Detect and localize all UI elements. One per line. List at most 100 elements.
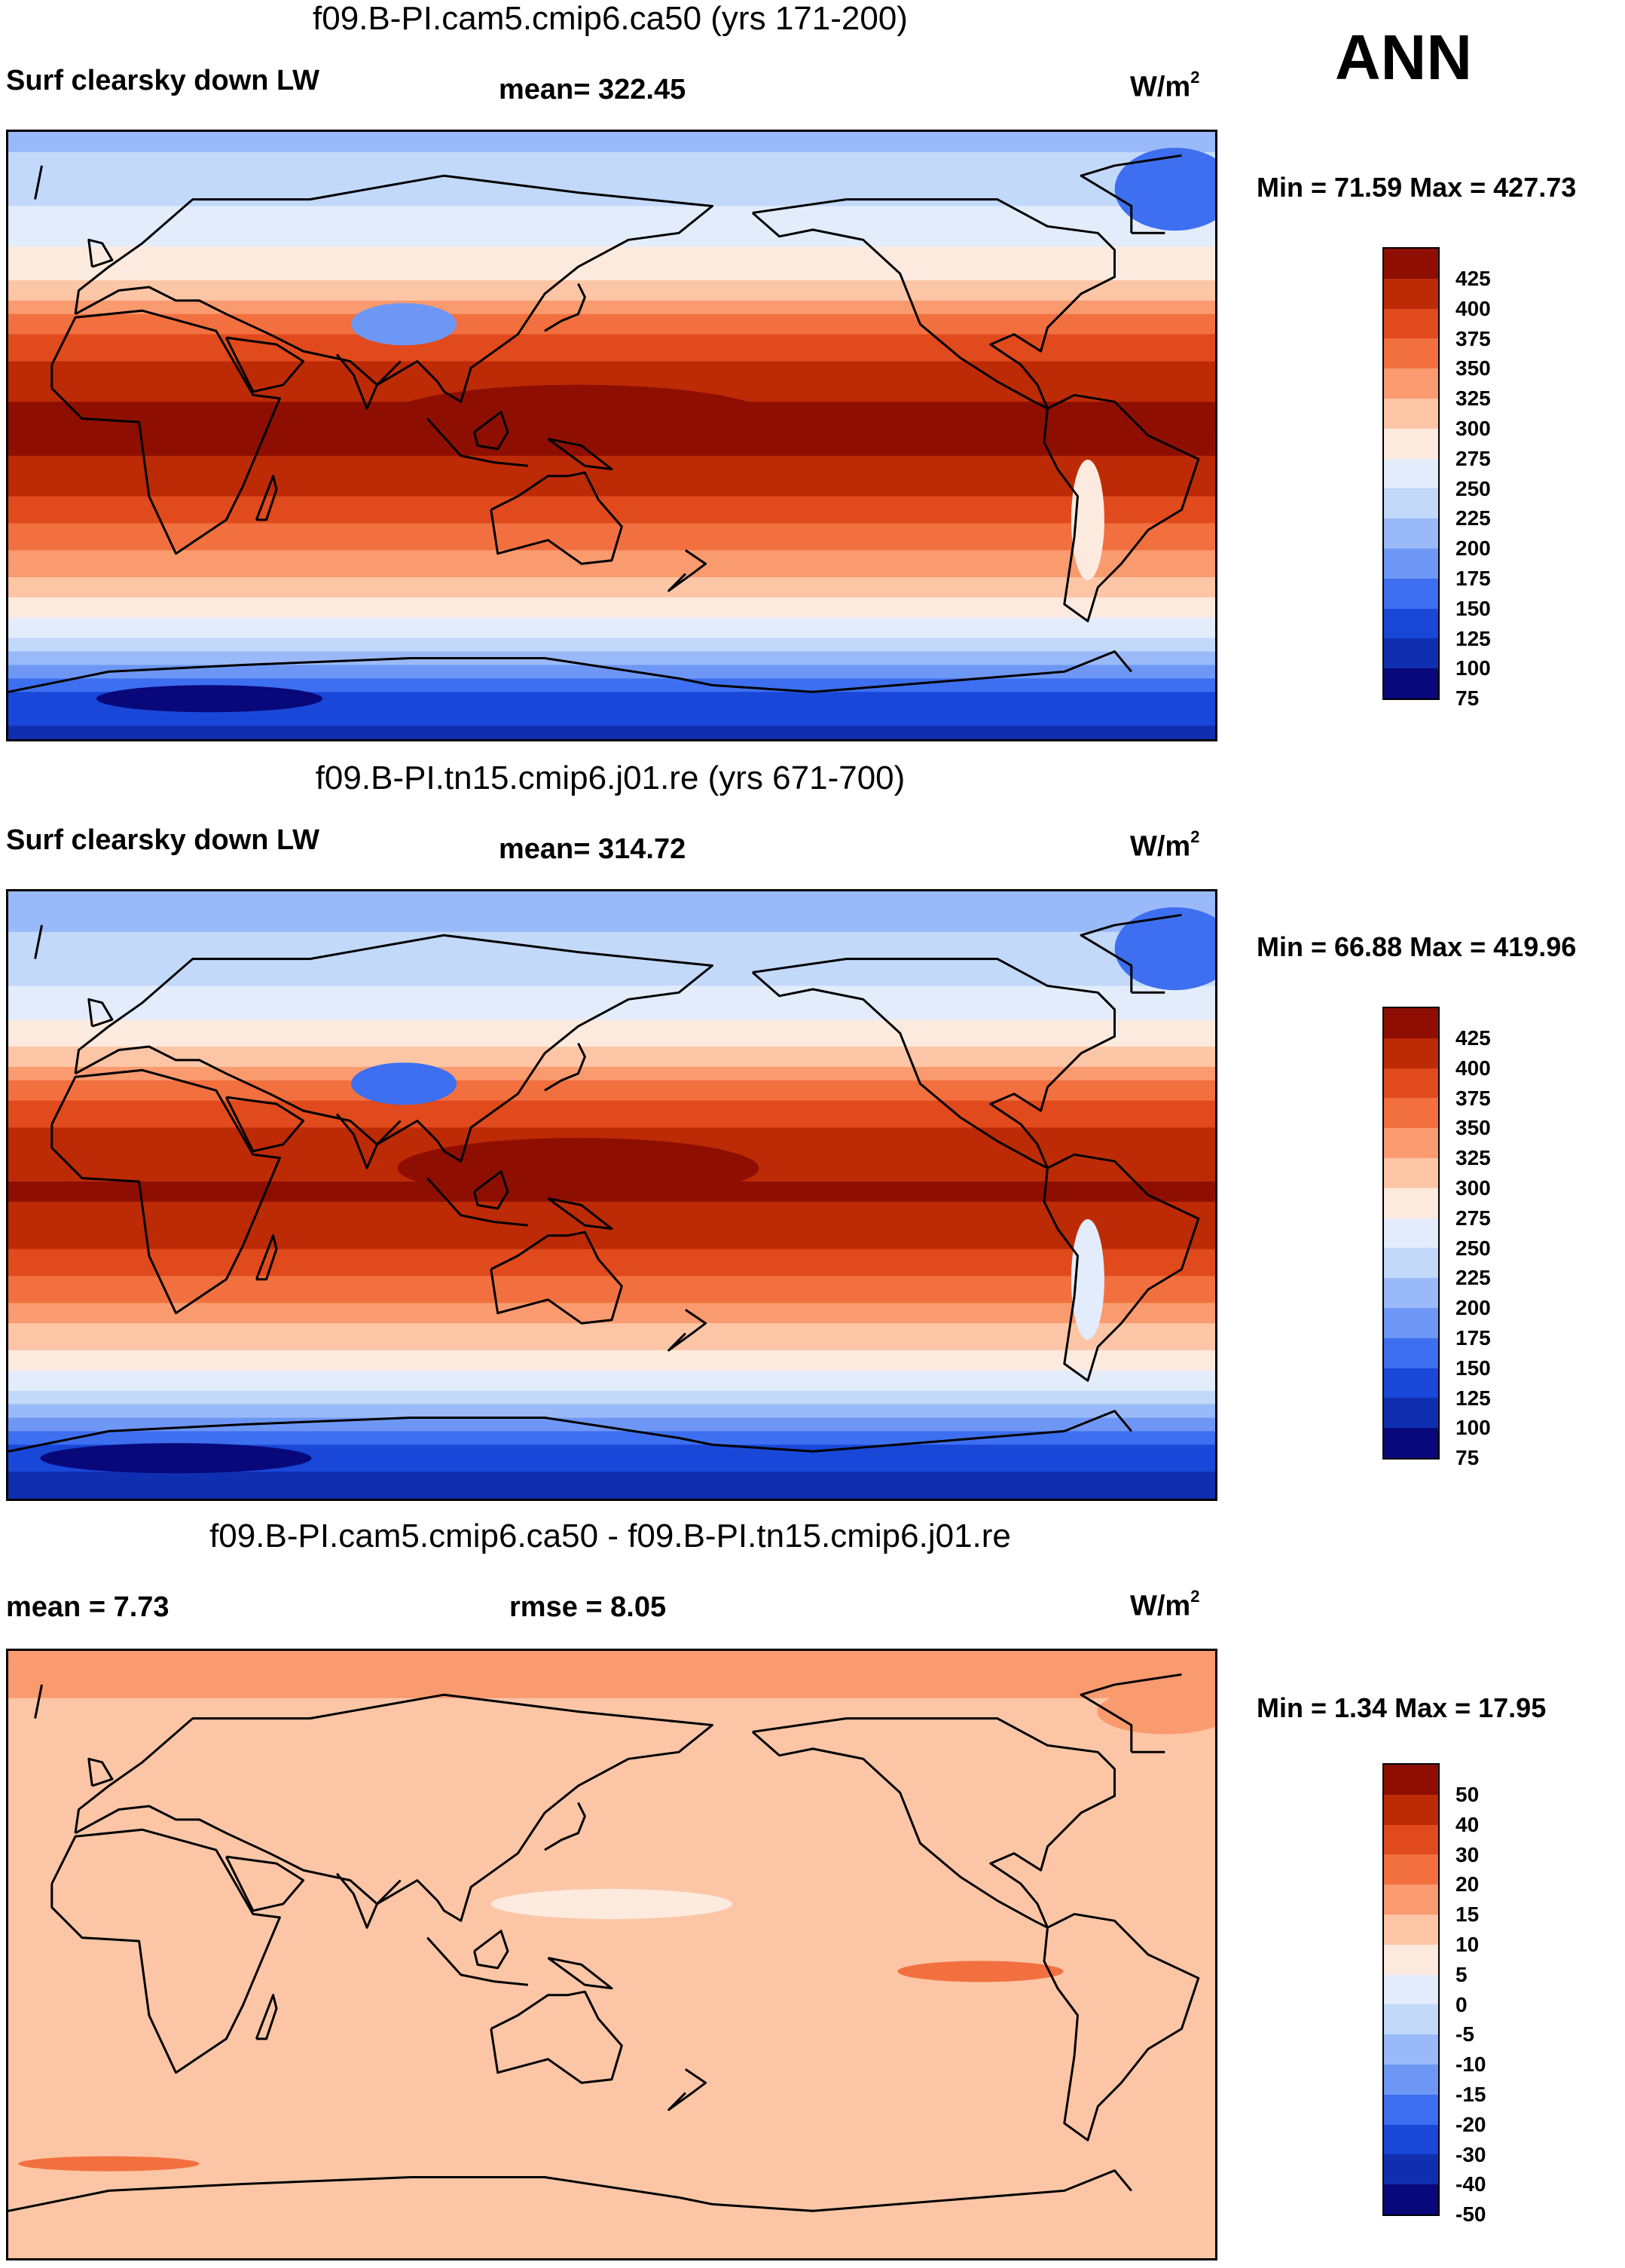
zonal-band bbox=[8, 1492, 1215, 1499]
zonal-band bbox=[8, 2035, 1215, 2043]
zonal-band bbox=[8, 2123, 1215, 2131]
zonal-band bbox=[8, 1948, 1215, 1955]
coastline bbox=[74, 934, 713, 1163]
zonal-band bbox=[8, 286, 1215, 295]
colorbar-tick-label: 175 bbox=[1455, 1326, 1491, 1349]
colorbar-tick-label: 150 bbox=[1455, 1356, 1491, 1380]
coastline bbox=[255, 1994, 278, 2040]
coastline bbox=[667, 1308, 707, 1352]
zonal-band bbox=[8, 685, 1215, 692]
zonal-band bbox=[8, 732, 1215, 739]
coastline bbox=[544, 1802, 586, 1851]
panel1-title: f09.B-PI.cam5.cmip6.ca50 (yrs 171-200) bbox=[313, 0, 908, 37]
zonal-band bbox=[8, 1799, 1215, 1807]
zonal-band bbox=[8, 354, 1215, 362]
zonal-band bbox=[8, 1670, 1215, 1679]
colorbar-tick-label: 125 bbox=[1455, 626, 1491, 650]
zonal-band bbox=[8, 2022, 1215, 2030]
zonal-band bbox=[8, 482, 1215, 491]
coastline bbox=[547, 1957, 613, 1990]
zonal-band bbox=[8, 2163, 1215, 2172]
zonal-band bbox=[8, 145, 1215, 153]
zonal-band bbox=[8, 1779, 1215, 1787]
zonal-band bbox=[8, 925, 1215, 933]
coastline bbox=[667, 549, 707, 592]
zonal-band bbox=[8, 132, 1215, 139]
panel3-mean: mean = 7.73 bbox=[6, 1591, 170, 1623]
zonal-band bbox=[8, 999, 1215, 1007]
zonal-band bbox=[8, 597, 1215, 605]
zonal-band bbox=[8, 1465, 1215, 1472]
zonal-band bbox=[8, 1093, 1215, 1102]
coastline bbox=[473, 1930, 509, 1970]
colorbar-swatch bbox=[1384, 1337, 1438, 1368]
coastline bbox=[751, 1717, 1116, 1929]
zonal-band bbox=[8, 1404, 1215, 1412]
zonal-band bbox=[8, 138, 1215, 146]
zonal-band bbox=[8, 165, 1215, 173]
zonal-band bbox=[8, 938, 1215, 946]
colorbar-tick-label: 350 bbox=[1455, 356, 1491, 381]
colorbar-tick-label: 200 bbox=[1455, 1296, 1491, 1320]
zonal-band bbox=[8, 1417, 1215, 1426]
coastline bbox=[8, 650, 1132, 693]
coastline bbox=[87, 998, 114, 1028]
zonal-band bbox=[8, 381, 1215, 389]
zonal-band bbox=[8, 1390, 1215, 1398]
zonal-band bbox=[8, 2109, 1215, 2117]
panel3-minmax: Min = 1.34 Max = 17.95 bbox=[1257, 1692, 1547, 1723]
colorbar-tick-label: 250 bbox=[1455, 1236, 1491, 1260]
zonal-band bbox=[8, 280, 1215, 288]
zonal-band bbox=[8, 509, 1215, 518]
zonal-band bbox=[8, 327, 1215, 335]
regional-feature bbox=[397, 1138, 759, 1199]
zonal-band bbox=[8, 503, 1215, 511]
zonal-band bbox=[8, 617, 1215, 625]
coastline bbox=[50, 1828, 281, 2074]
colorbar-swatch bbox=[1384, 1854, 1438, 1885]
zonal-band bbox=[8, 570, 1215, 578]
coastline bbox=[335, 353, 402, 410]
colorbar-swatch bbox=[1384, 1098, 1438, 1129]
zonal-band bbox=[8, 1289, 1215, 1297]
colorbar-swatch bbox=[1384, 1884, 1438, 1915]
zonal-band bbox=[8, 1201, 1215, 1209]
zonal-band bbox=[8, 1651, 1215, 1658]
panel2-mean: mean= 314.72 bbox=[499, 833, 686, 865]
zonal-band bbox=[8, 2245, 1215, 2252]
colorbar-swatch bbox=[1384, 1765, 1438, 1795]
zonal-band bbox=[8, 698, 1215, 706]
coastline bbox=[751, 958, 1116, 1169]
coastline bbox=[225, 336, 305, 393]
colorbar-tick-label: 150 bbox=[1455, 596, 1491, 620]
zonal-band bbox=[8, 931, 1215, 940]
zonal-band bbox=[8, 523, 1215, 530]
zonal-band bbox=[8, 671, 1215, 679]
zonal-band bbox=[8, 1397, 1215, 1405]
colorbar-swatch bbox=[1384, 249, 1438, 279]
zonal-band bbox=[8, 1080, 1215, 1088]
regional-feature bbox=[1071, 1218, 1104, 1340]
zonal-band bbox=[8, 1444, 1215, 1452]
zonal-band bbox=[8, 624, 1215, 632]
regional-feature bbox=[351, 303, 457, 346]
colorbar-swatch bbox=[1384, 2094, 1438, 2125]
colorbar-swatch bbox=[1384, 668, 1438, 698]
coastline bbox=[547, 1197, 613, 1230]
zonal-band bbox=[8, 2231, 1215, 2239]
zonal-band bbox=[8, 972, 1215, 980]
colorbar-swatch bbox=[1384, 1944, 1438, 1975]
zonal-band bbox=[8, 911, 1215, 919]
colorbar-swatch bbox=[1384, 428, 1438, 459]
zonal-band bbox=[8, 1310, 1215, 1317]
zonal-band bbox=[8, 1377, 1215, 1385]
zonal-band bbox=[8, 448, 1215, 457]
zonal-band bbox=[8, 2143, 1215, 2151]
zonal-band bbox=[8, 726, 1215, 733]
coastline bbox=[255, 1234, 278, 1281]
zonal-band bbox=[8, 1759, 1215, 1766]
colorbar-tick-label: 325 bbox=[1455, 1146, 1491, 1170]
zonal-band bbox=[8, 260, 1215, 267]
zonal-band bbox=[8, 469, 1215, 477]
zonal-band bbox=[8, 1974, 1215, 1982]
